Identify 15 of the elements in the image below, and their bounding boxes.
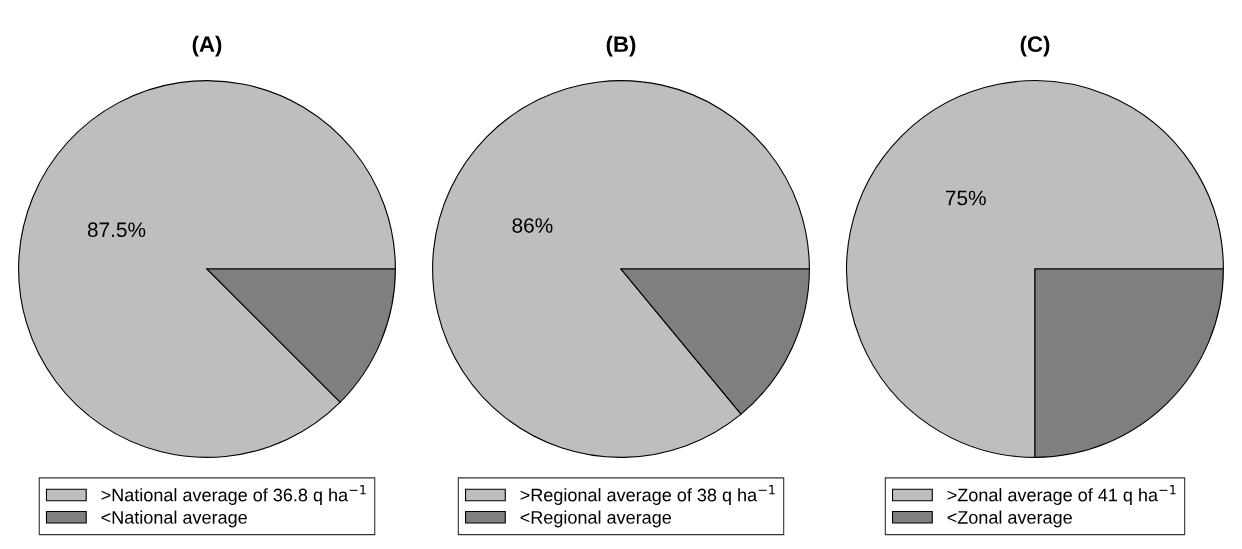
- pie-slice: [432, 80, 810, 458]
- legend-label: <Zonal average: [947, 510, 1072, 528]
- legend-label: <National average: [101, 510, 247, 528]
- pie-slice: [18, 80, 396, 458]
- chart-title: (A): [192, 35, 222, 57]
- data-label: 75%: [945, 190, 986, 206]
- data-label: 87.5%: [87, 222, 146, 238]
- legend-label: >National average of 36.8 q ha$^{−1}$: [101, 485, 366, 505]
- chart-title: (B): [606, 35, 636, 57]
- legend-label: >Regional average of 38 q ha$^{−1}$: [520, 485, 775, 505]
- pie-slice: [846, 80, 1224, 458]
- legend-label: >Zonal average of 41 q ha$^{−1}$: [947, 485, 1176, 505]
- chart-title: (C): [1020, 35, 1050, 57]
- legend-label: <Regional average: [520, 510, 671, 528]
- data-label: 86%: [512, 218, 553, 233]
